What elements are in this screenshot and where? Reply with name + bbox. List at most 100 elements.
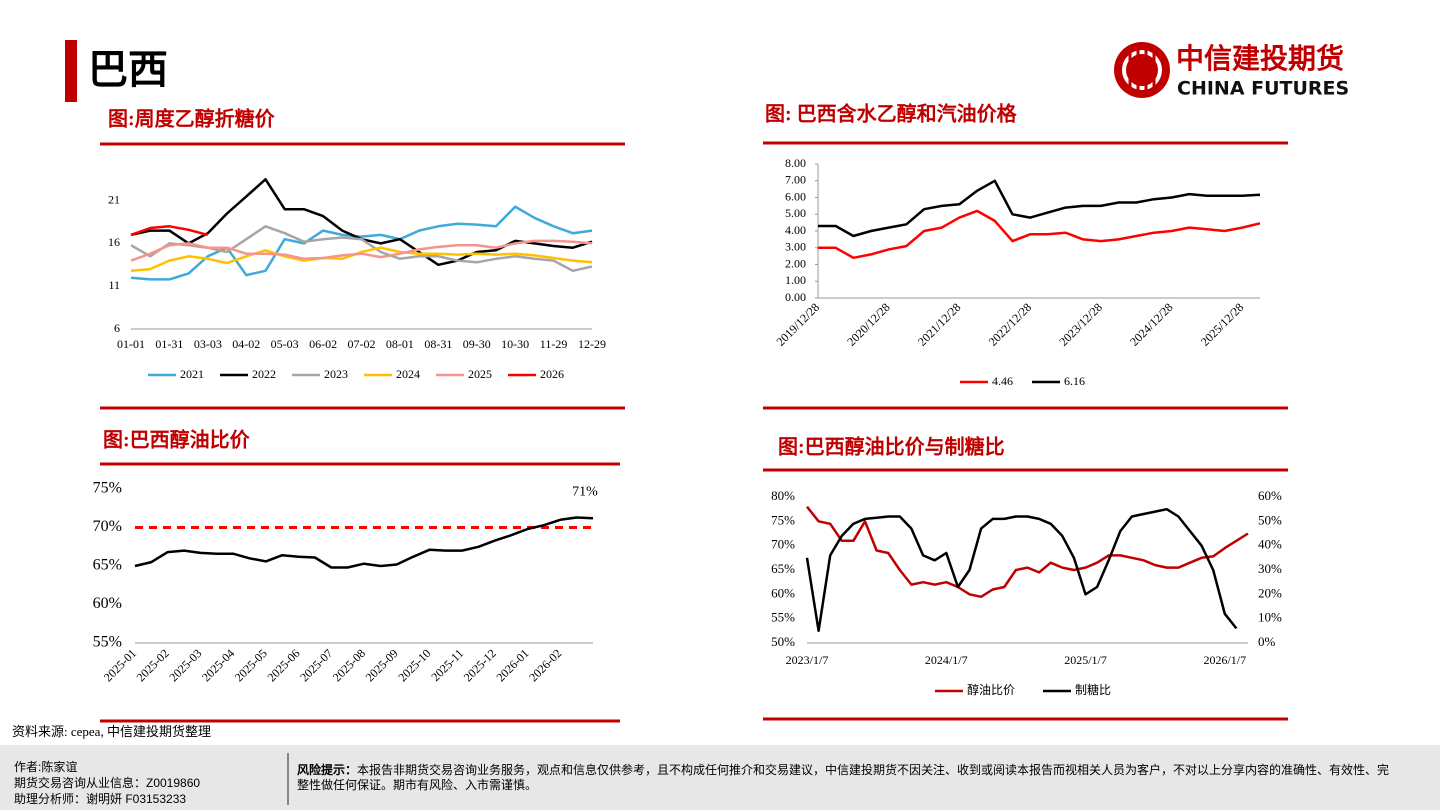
risk-text: 本报告非期货交易咨询业务服务，观点和信息仅供参考，且不构成任何推介和交易建议，中… (297, 763, 1390, 792)
risk-title: 风险提示： (297, 763, 358, 777)
license: 期货交易咨询从业信息：Z0019860 (14, 776, 201, 790)
chart-title: 图: 巴西含水乙醇和汽油价格 (765, 102, 1018, 126)
y-tick-label: 6.00 (785, 189, 806, 203)
x-tick-label: 12-29 (578, 337, 606, 351)
y2-tick-label: 10% (1258, 610, 1282, 625)
chart-title: 图:巴西醇油比价 (103, 428, 251, 452)
x-tick-label: 2020/12/28 (844, 300, 893, 349)
title-bar (65, 40, 77, 102)
separators (100, 141, 1288, 723)
footer: 作者:陈家谊 期货交易咨询从业信息：Z0019860 助理分析师：谢明妍 F03… (0, 745, 1440, 810)
x-tick-label: 2025-03 (166, 646, 204, 684)
x-tick-label: 2025-09 (363, 646, 401, 684)
y-tick-label: 2.00 (785, 256, 806, 270)
series-line (130, 205, 593, 281)
series-line (130, 225, 209, 237)
x-tick-label: 2025/1/7 (1064, 653, 1107, 667)
x-tick-label: 2026-02 (526, 646, 564, 684)
legend-label: 醇油比价 (967, 682, 1015, 697)
chart-title: 图:周度乙醇折糖价 (108, 107, 276, 131)
x-tick-label: 2025-05 (232, 646, 270, 684)
chart-title: 图:巴西醇油比价与制糖比 (778, 435, 1005, 459)
x-tick-label: 2023/1/7 (786, 653, 829, 667)
x-tick-label: 2025-01 (101, 646, 139, 684)
y-tick-label: 55% (93, 634, 122, 651)
x-tick-label: 08-01 (386, 337, 414, 351)
x-tick-label: 2025/12/28 (1198, 300, 1247, 349)
x-tick-label: 2024/12/28 (1127, 300, 1176, 349)
annotation: 71% (572, 484, 598, 499)
x-tick-label: 01-31 (155, 337, 183, 351)
x-tick-label: 2023/12/28 (1056, 300, 1105, 349)
x-tick-label: 2025-10 (395, 646, 433, 684)
legend-label: 4.46 (992, 374, 1013, 388)
y-tick-label: 65% (771, 561, 795, 576)
y-tick-label: 7.00 (785, 173, 806, 187)
y-tick-label: 60% (771, 585, 795, 600)
y-tick-label: 65% (93, 557, 122, 574)
author-block: 作者:陈家谊 期货交易咨询从业信息：Z0019860 助理分析师：谢明妍 F03… (14, 759, 200, 807)
x-tick-label: 2025-02 (134, 646, 172, 684)
y2-tick-label: 20% (1258, 585, 1282, 600)
legend-label: 2025 (468, 367, 492, 381)
x-tick-label: 2025-07 (297, 646, 335, 684)
series-line (818, 209, 1261, 260)
x-tick-label: 2026-01 (493, 646, 531, 684)
x-tick-label: 06-02 (309, 337, 337, 351)
x-tick-label: 05-03 (271, 337, 299, 351)
x-tick-label: 2026/1/7 (1203, 653, 1246, 667)
y-tick-label: 75% (93, 480, 122, 497)
x-tick-label: 10-30 (501, 337, 529, 351)
logo-cn: 中信建投期货 (1176, 42, 1344, 75)
y-tick-label: 3.00 (785, 240, 806, 254)
logo-icon (1128, 50, 1156, 90)
y2-tick-label: 50% (1258, 512, 1282, 527)
y2-tick-label: 30% (1258, 561, 1282, 576)
page-title: 巴西 (88, 47, 168, 93)
y-tick-label: 50% (771, 634, 795, 649)
y2-tick-label: 0% (1258, 634, 1276, 649)
x-tick-label: 2021/12/28 (915, 300, 964, 349)
x-tick-label: 08-31 (424, 337, 452, 351)
x-tick-label: 2025-11 (428, 646, 466, 684)
logo-icon (1122, 50, 1162, 90)
series-line (818, 179, 1261, 238)
legend-label: 2024 (396, 367, 420, 381)
y-tick-label: 5.00 (785, 206, 806, 220)
y-tick-label: 8.00 (785, 156, 806, 170)
y-tick-label: 70% (93, 518, 122, 535)
y-tick-label: 21 (108, 192, 120, 206)
legend-label: 6.16 (1064, 374, 1085, 388)
y2-tick-label: 40% (1258, 537, 1282, 552)
slide: 巴西 中信建投期货 CHINA FUTURES 图:周度乙醇折糖价 图: 巴西含… (12, 40, 1349, 739)
y-tick-label: 11 (108, 278, 120, 292)
y-tick-label: 75% (771, 512, 795, 527)
y-tick-label: 4.00 (785, 223, 806, 237)
risk: 风险提示：本报告非期货交易咨询业务服务，观点和信息仅供参考，且不构成任何推介和交… (297, 763, 1397, 793)
x-tick-label: 03-03 (194, 337, 222, 351)
legend-label: 2021 (180, 367, 204, 381)
x-tick-label: 11-29 (540, 337, 568, 351)
legend-label: 2022 (252, 367, 276, 381)
logo-en: CHINA FUTURES (1177, 78, 1349, 100)
series-line (130, 239, 593, 262)
x-tick-label: 04-02 (232, 337, 260, 351)
y-tick-label: 6 (114, 321, 120, 335)
y-tick-label: 80% (771, 488, 795, 503)
x-tick-label: 09-30 (463, 337, 491, 351)
author: 作者:陈家谊 (14, 760, 78, 774)
x-tick-label: 2025-08 (330, 646, 368, 684)
x-tick-label: 2025-06 (264, 646, 302, 684)
y-tick-label: 55% (771, 610, 795, 625)
y-tick-label: 16 (108, 235, 120, 249)
y2-tick-label: 60% (1258, 488, 1282, 503)
x-tick-label: 07-02 (348, 337, 376, 351)
y-tick-label: 70% (771, 537, 795, 552)
series-line (806, 505, 1249, 599)
divider (287, 753, 289, 805)
x-tick-label: 2024/1/7 (925, 653, 968, 667)
assistant: 助理分析师：谢明妍 F03153233 (14, 792, 187, 806)
y-tick-label: 1.00 (785, 273, 806, 287)
x-tick-label: 2022/12/28 (986, 300, 1035, 349)
